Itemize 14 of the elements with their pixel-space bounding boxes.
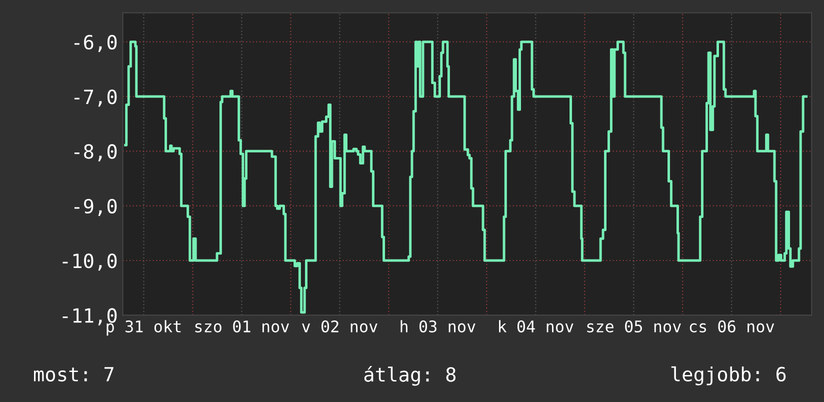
text: most: 7 (34, 367, 114, 382)
text: átlag: 8 (364, 366, 456, 386)
x-tick-label: k 04 nov (499, 320, 574, 332)
y-tick-label: -6,0 (74, 34, 117, 52)
x-tick-label: h 03 nov (400, 320, 476, 332)
y-tick-label: -10,0 (62, 254, 117, 271)
y-tick-label: -9,0 (74, 198, 117, 216)
x-tick-label: szo 01 nov (195, 320, 290, 332)
x-tick-label: sze 05 nov (587, 320, 681, 332)
x-tick-label: v 02 nov (302, 320, 378, 332)
y-tick-label: -8,0 (74, 144, 117, 162)
text: legjobb: 6 (671, 366, 786, 386)
y-tick-label: -7,0 (74, 90, 117, 107)
x-tick-label: cs 06 nov (690, 320, 774, 332)
